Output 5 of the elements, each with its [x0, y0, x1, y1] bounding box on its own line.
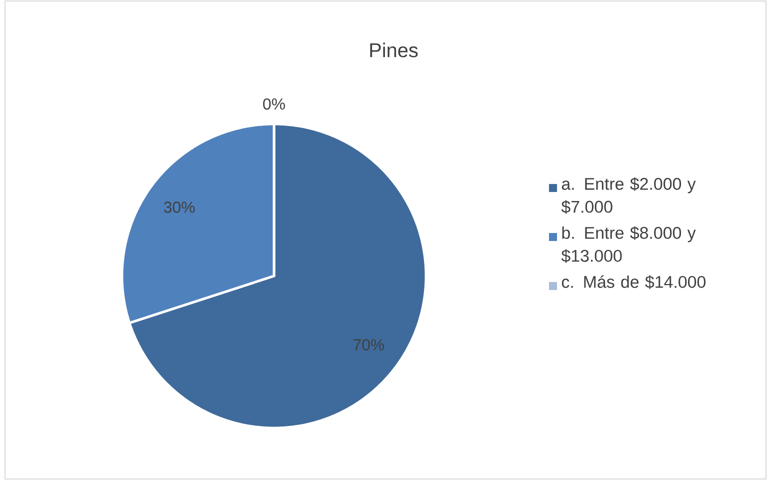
data-label: 30% — [164, 202, 195, 213]
text: 0% — [263, 98, 285, 110]
chart-title: Pines — [370, 42, 418, 58]
legend-label: c. Más de $14.000 — [562, 275, 706, 289]
data-label: 70% — [354, 339, 384, 350]
